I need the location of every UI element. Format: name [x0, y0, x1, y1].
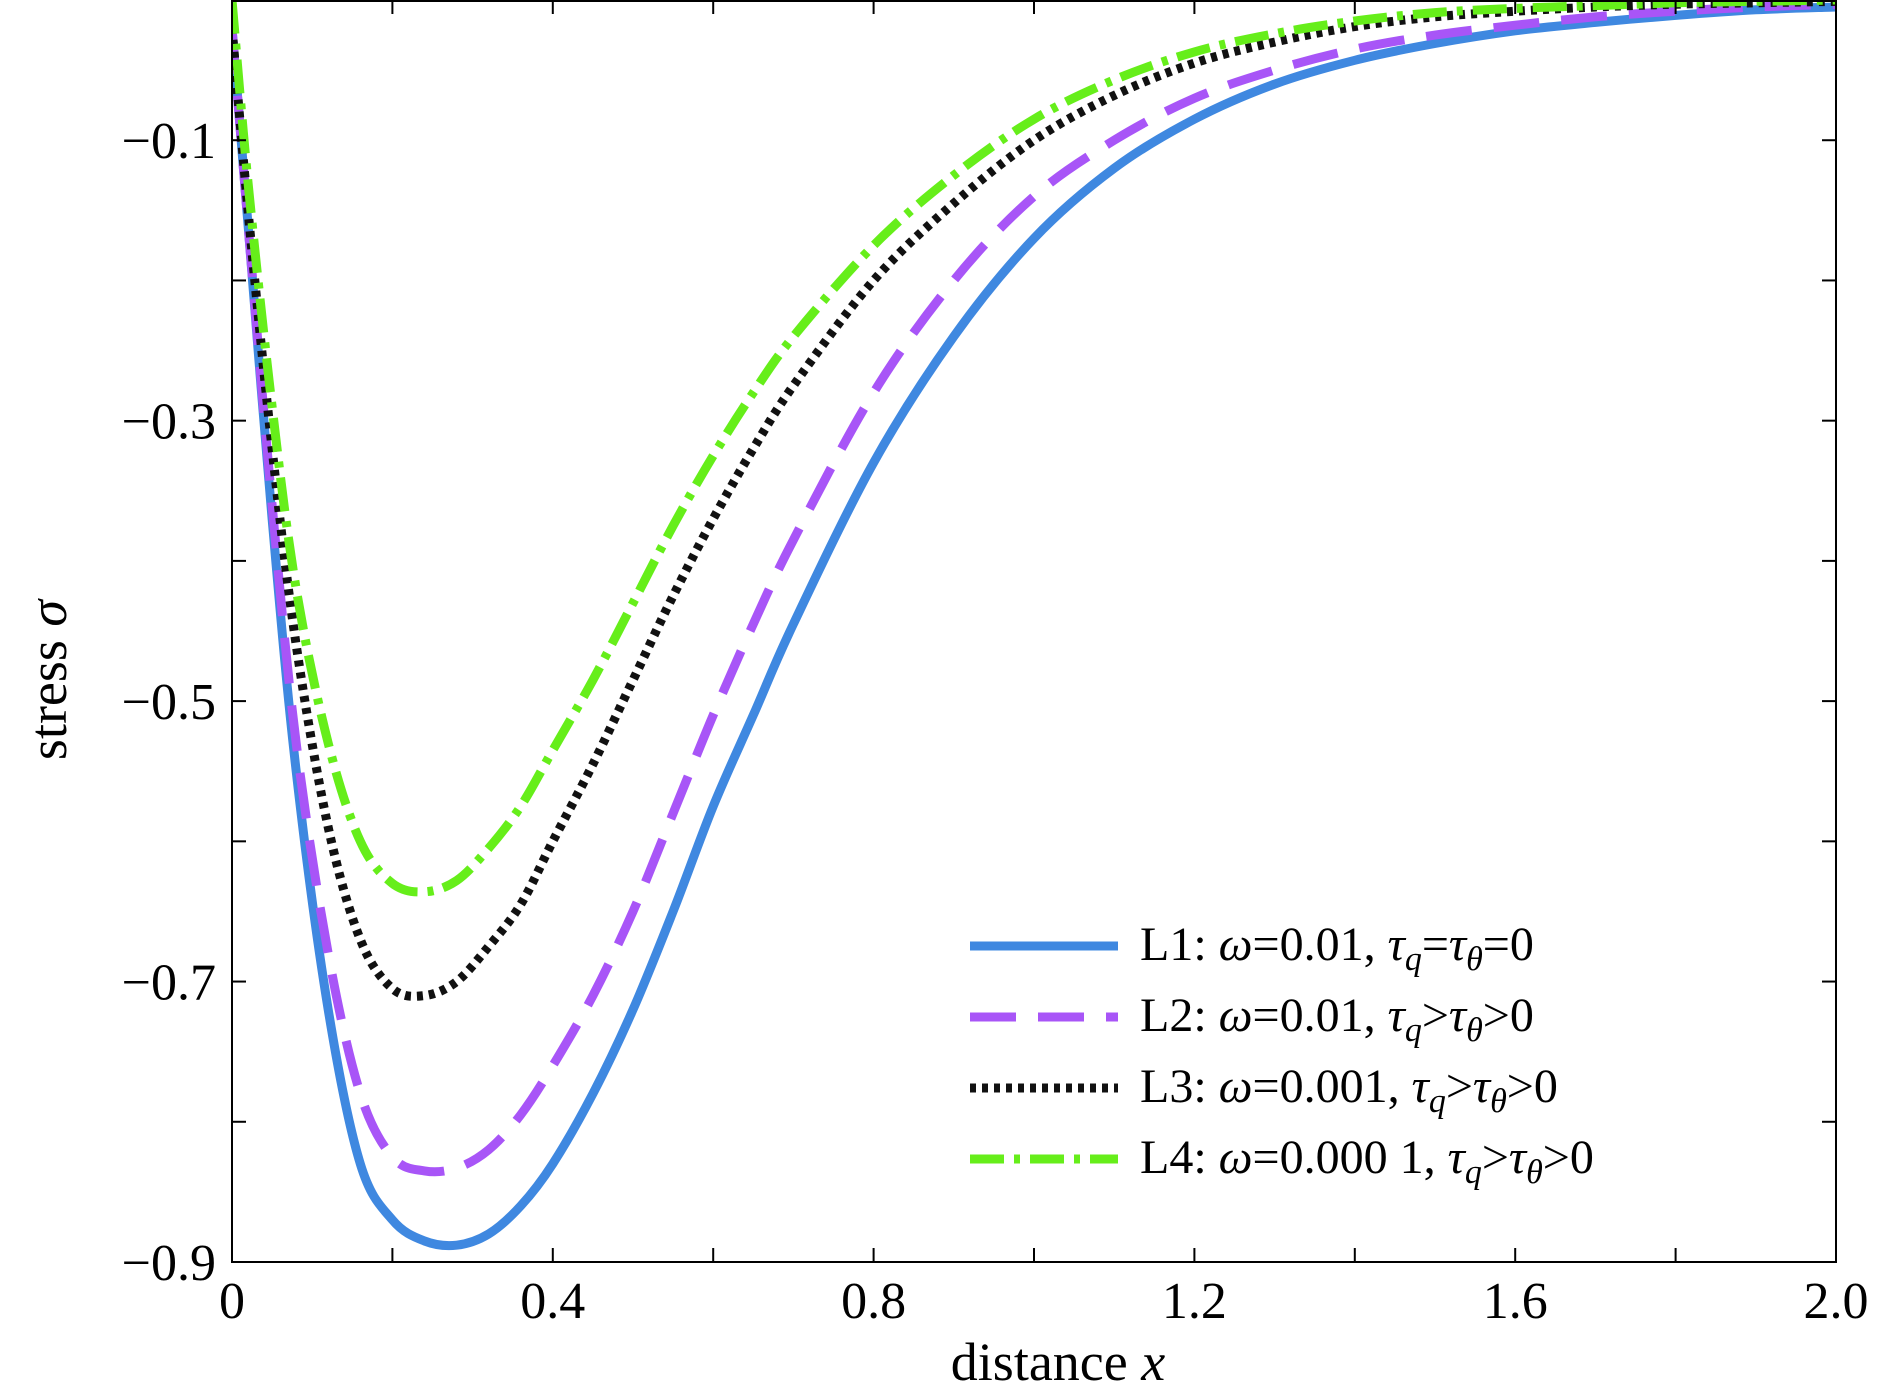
- legend-entry-L3: L3: ω=0.001, τq>τθ>0: [970, 1060, 1558, 1120]
- x-tick-label: 1.2: [1162, 1273, 1227, 1330]
- legend: L1: ω=0.01, τq=τθ=0 L2: ω=0.01, τq>τθ>0 L3…: [970, 918, 1594, 1191]
- x-axis-title: distance x: [951, 1332, 1165, 1387]
- x-tick-label: 0.4: [520, 1273, 585, 1330]
- y-axis: −0.9 −0.7 −0.5 −0.3 −0.1: [122, 0, 1836, 1292]
- y-tick-label: −0.5: [122, 674, 216, 731]
- series-layer: [232, 0, 1836, 1251]
- y-tick-label: −0.3: [122, 394, 216, 451]
- x-tick-label: 0.8: [841, 1273, 906, 1330]
- x-tick-label: 2.0: [1804, 1273, 1869, 1330]
- y-tick-label: −0.9: [122, 1235, 216, 1292]
- series-line-L3: [232, 0, 1836, 1001]
- x-tick-label: 1.6: [1483, 1273, 1548, 1330]
- legend-entry-L4: L4: ω=0.000 1, τq>τθ>0: [970, 1131, 1594, 1191]
- series-line-L2: [232, 0, 1836, 1177]
- legend-label: L1: ω=0.01, τq=τθ=0: [1140, 918, 1534, 978]
- series-line-L1: [232, 2, 1836, 1251]
- legend-label: L3: ω=0.001, τq>τθ>0: [1140, 1060, 1558, 1120]
- y-tick-label: −0.7: [122, 955, 216, 1012]
- legend-label: L4: ω=0.000 1, τq>τθ>0: [1140, 1131, 1594, 1191]
- x-tick-label: 0: [219, 1273, 245, 1330]
- y-tick-label: −0.1: [122, 113, 216, 170]
- series-line-L4: [232, 0, 1836, 897]
- legend-label: L2: ω=0.01, τq>τθ>0: [1140, 989, 1534, 1049]
- x-axis: 0 0.4 0.8 1.2 1.6 2.0: [219, 0, 1869, 1330]
- legend-entry-L1: L1: ω=0.01, τq=τθ=0: [970, 918, 1534, 978]
- y-axis-title: stress σ: [18, 598, 78, 761]
- legend-entry-L2: L2: ω=0.01, τq>τθ>0: [970, 989, 1534, 1049]
- plot-frame: [231, 0, 1837, 1263]
